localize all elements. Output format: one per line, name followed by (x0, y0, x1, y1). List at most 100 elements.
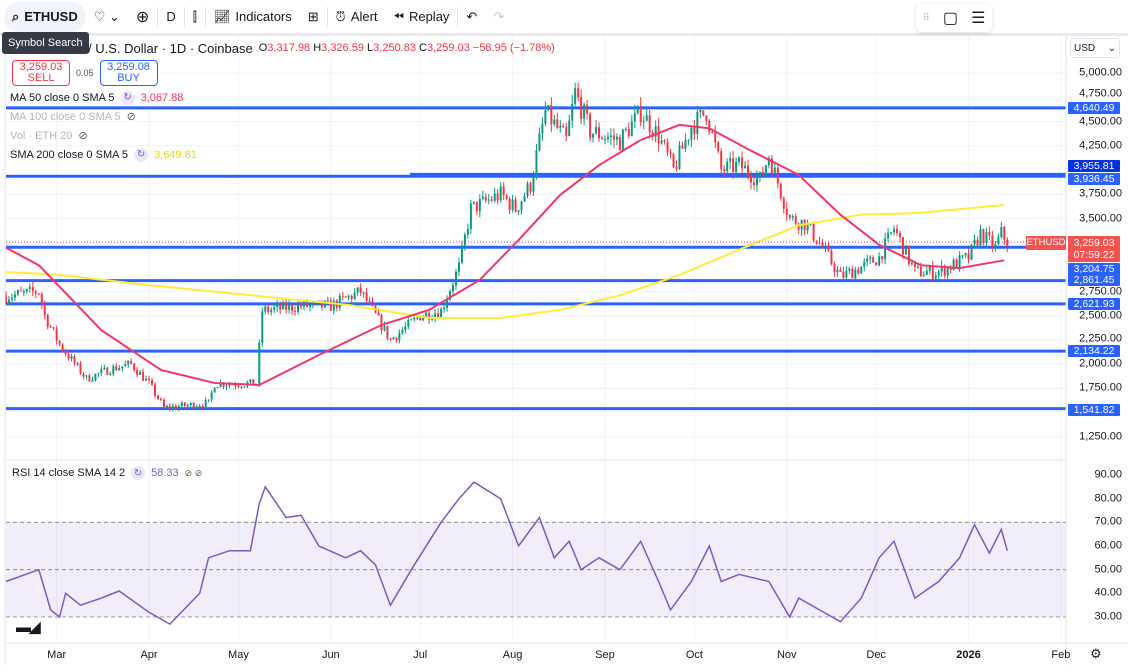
undo-button[interactable]: ↶ (458, 2, 485, 32)
candle-body (475, 201, 478, 212)
add-symbol-button[interactable]: ⊕ (128, 2, 157, 32)
hidden-eye-icon[interactable]: ⊘ ⊘ (184, 467, 203, 478)
candle-body (517, 210, 520, 212)
candle-body (356, 287, 359, 293)
candle (890, 231, 893, 236)
candle (696, 106, 699, 140)
candle (43, 300, 46, 320)
candle (767, 155, 770, 169)
candle (577, 82, 580, 102)
candle-body (788, 215, 791, 218)
rectangle-icon[interactable]: ▢ (942, 10, 959, 27)
candle (660, 134, 663, 145)
hidden-eye-icon[interactable]: ⊘ (126, 111, 136, 123)
symbol-search-button[interactable]: ⌕ ETHUSD (4, 1, 86, 32)
chart-type-button[interactable]: ⫿ (185, 2, 205, 32)
candle-body (186, 405, 189, 407)
indicator-ma100[interactable]: MA 100 close 0 SMA 5 ⊘ (10, 107, 555, 126)
candle-body (237, 385, 240, 387)
candle (353, 288, 356, 301)
candle-body (171, 405, 174, 409)
tradingview-logo: ▬◢ (16, 619, 41, 636)
interval-button[interactable]: D (158, 2, 183, 32)
candle-body (875, 262, 878, 266)
candle-body (577, 88, 580, 98)
candle (872, 255, 875, 263)
candle (735, 157, 738, 177)
candle (931, 260, 934, 283)
alert-button[interactable]: ⏰︎ Alert (328, 2, 386, 32)
candle-body (925, 271, 928, 275)
symbol-title: / U.S. Dollar · 1D · Coinbase (88, 40, 253, 56)
candle-body (687, 139, 690, 141)
candle-body (931, 266, 934, 279)
indicator-sma200[interactable]: SMA 200 close 0 SMA 5 ↻ 3,649.81 (10, 145, 555, 164)
candle-body (61, 344, 64, 351)
candle-body (124, 364, 127, 367)
candle (744, 160, 747, 169)
lines-settings-icon[interactable]: ☰ (971, 10, 986, 27)
candle (654, 120, 657, 143)
candle-body (162, 400, 165, 407)
candle (487, 194, 490, 205)
candle-body (82, 373, 85, 377)
candle (350, 294, 353, 303)
candle (633, 104, 636, 129)
candle-body (285, 302, 288, 310)
currency-select[interactable]: USD ⌄ (1070, 38, 1120, 58)
indicator-volume[interactable]: Vol · ETH 20 ⊘ (10, 126, 555, 145)
candle-body (499, 186, 502, 201)
candle (812, 221, 815, 243)
candle (896, 224, 899, 237)
candle (145, 375, 148, 381)
candle-body (648, 115, 651, 133)
candle-body (526, 183, 529, 197)
rsi-label: RSI 14 close SMA 14 2 (12, 467, 126, 479)
alarm-icon: ⏰︎ (335, 8, 346, 24)
symbol-search-tooltip: Symbol Search (2, 32, 89, 54)
candle-body (785, 208, 788, 216)
candle-body (154, 384, 156, 396)
compare-button[interactable]: ♡ ⌄ (86, 2, 128, 32)
hidden-eye-icon[interactable]: ⊘ (78, 130, 88, 142)
chevron-down-icon: ⌄ (1107, 43, 1116, 54)
candle-body (997, 237, 1000, 245)
candle (627, 122, 630, 139)
candle-body (303, 301, 305, 307)
candle (580, 89, 583, 125)
candle (794, 213, 797, 226)
candle (592, 133, 595, 143)
low-label: L (367, 42, 374, 54)
candle (776, 163, 779, 189)
buy-button[interactable]: 3,259.08 BUY (99, 60, 158, 86)
redo-button[interactable]: ↷ (485, 2, 512, 32)
drag-handle-icon[interactable]: ⠿ (922, 12, 930, 24)
candle-body (904, 245, 907, 255)
settings-gear-icon[interactable]: ⚙ (1090, 646, 1102, 661)
candle (526, 181, 529, 199)
candle-body (851, 268, 854, 279)
candle (115, 362, 118, 372)
sell-button[interactable]: 3,259.03 SELL (12, 60, 70, 86)
candle-body (386, 326, 389, 339)
candle (893, 225, 896, 236)
candle (979, 224, 982, 248)
candle (681, 141, 684, 149)
candle-body (201, 406, 204, 408)
candle (755, 170, 758, 192)
indicator-ma50[interactable]: MA 50 close 0 SMA 5 ↻ 3,067.88 (10, 88, 555, 107)
candle-body (907, 245, 910, 264)
candle-body (821, 242, 824, 248)
candle-body (252, 379, 255, 386)
refresh-icon[interactable]: ↻ (134, 147, 149, 162)
rsi-legend[interactable]: RSI 14 close SMA 14 2 ↻ 58.33 ⊘ ⊘ (12, 466, 202, 480)
refresh-icon[interactable]: ↻ (131, 466, 146, 480)
layouts-button[interactable]: ⊞ (300, 2, 327, 32)
indicators-button[interactable]: 📈︎ Indicators (206, 2, 300, 32)
replay-button[interactable]: ⏪︎ Replay (386, 2, 458, 32)
candle (273, 304, 276, 314)
refresh-icon[interactable]: ↻ (120, 90, 135, 105)
candle-body (901, 237, 904, 255)
candle (973, 234, 976, 249)
